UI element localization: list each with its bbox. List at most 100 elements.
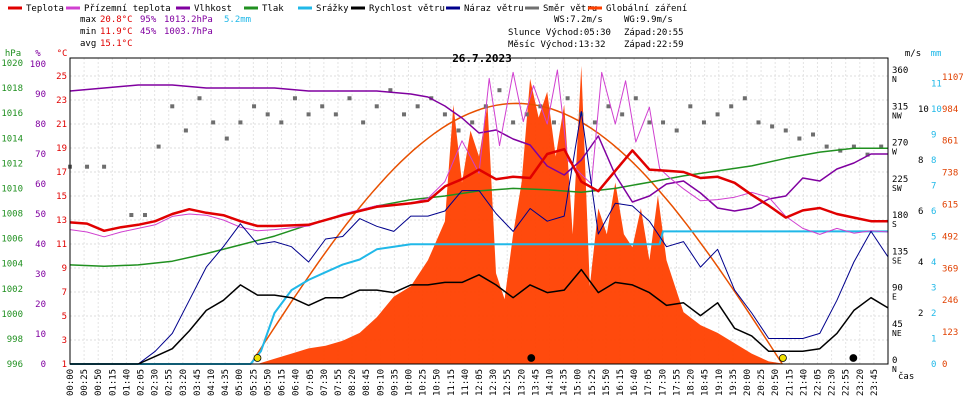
- tick-label-x: 00:00: [66, 369, 76, 396]
- tick-label-direction: 90: [892, 284, 903, 294]
- series-line-teplota: [69, 147, 888, 233]
- tick-label-x: 07:30: [320, 369, 330, 396]
- stats-humidity: 45%: [140, 27, 157, 37]
- tick-label-x: 21:40: [799, 369, 809, 396]
- series-wind-direction-point: [456, 128, 461, 133]
- tick-label-x: 12:55: [503, 369, 513, 396]
- tick-label-x: 17:30: [658, 369, 668, 396]
- series-wind-direction-point: [142, 213, 147, 218]
- tick-label-rain: 9: [931, 131, 936, 141]
- stats-temp: 15.1°C: [100, 39, 133, 49]
- legend-label: Teplota: [26, 4, 64, 14]
- tick-label-x: 20:50: [771, 369, 781, 396]
- tick-label-radiation: 123: [942, 328, 958, 338]
- legend-label: Vlhkost: [194, 4, 232, 14]
- tick-label-hpa: 1000: [1, 310, 23, 320]
- series-wind-direction-point: [565, 96, 570, 101]
- legend-label: Rychlost větru: [369, 4, 445, 14]
- tick-label-x: 14:35: [560, 369, 570, 396]
- tick-label-x: 15:00: [574, 369, 584, 396]
- series-wind-direction-point: [865, 152, 870, 157]
- tick-label-direction: 0: [892, 356, 897, 366]
- tick-label-x: 05:00: [235, 369, 245, 396]
- tick-label-x: 02:05: [137, 369, 147, 396]
- series-wind-direction-point: [811, 132, 816, 137]
- tick-label-hpa: 1018: [1, 84, 23, 94]
- tick-label-direction: 225: [892, 175, 908, 185]
- series-wind-direction-point: [797, 136, 802, 141]
- series-wind-direction-point: [388, 88, 393, 93]
- tick-label-x: 09:10: [376, 369, 386, 396]
- tick-label-x: 13:45: [531, 369, 541, 396]
- series-wind-direction-point: [661, 120, 666, 125]
- tick-label-humidity: 10: [35, 330, 46, 340]
- info-sun-rise: Slunce Východ:05:30: [508, 28, 611, 38]
- tick-label-radiation: 615: [942, 201, 958, 211]
- tick-label-x: 10:25: [419, 369, 429, 396]
- tick-label-hpa: 996: [7, 360, 23, 370]
- axis-unit-left: hPa: [5, 49, 21, 59]
- legend-label: Srážky: [316, 4, 349, 14]
- axis-label-x: čas: [898, 371, 914, 382]
- tick-label-x: 04:10: [207, 369, 217, 396]
- tick-label-x: 03:45: [193, 369, 203, 396]
- tick-label-x: 02:55: [165, 369, 175, 396]
- series-wind-direction-point: [415, 104, 420, 109]
- tick-label-temp: 21: [56, 120, 67, 130]
- tick-label-x: 19:10: [715, 369, 725, 396]
- tick-label-x: 18:45: [701, 369, 711, 396]
- tick-label-hpa: 1004: [1, 260, 23, 270]
- stats-label: avg: [80, 39, 96, 49]
- tick-label-x: 22:30: [828, 369, 838, 396]
- info-wg: WG:9.9m/s: [624, 15, 673, 25]
- tick-label-rain: 2: [931, 309, 936, 319]
- tick-label-hpa: 998: [7, 335, 23, 345]
- stats-label: max: [80, 15, 97, 25]
- series-wind-direction-point: [879, 144, 884, 149]
- tick-label-x: 00:50: [94, 369, 104, 396]
- marker-moon-set: [849, 354, 858, 362]
- tick-label-x: 10:50: [433, 369, 443, 396]
- tick-label-humidity: 80: [35, 120, 46, 130]
- series-wind-direction-point: [688, 104, 693, 109]
- tick-label-x: 08:20: [348, 369, 358, 396]
- legend-label: Globální záření: [606, 4, 687, 14]
- tick-label-hpa: 1006: [1, 235, 23, 245]
- series-wind-direction-point: [129, 213, 134, 218]
- series-wind-direction-point: [347, 96, 352, 101]
- tick-label-x: 15:25: [588, 369, 598, 396]
- tick-label-humidity: 20: [35, 300, 46, 310]
- info-moon-set: Západ:22:59: [624, 40, 684, 50]
- tick-label-direction-name: NW: [892, 111, 902, 120]
- series-wind-direction-point: [85, 164, 90, 169]
- tick-label-temp: 25: [56, 72, 67, 82]
- tick-label-direction-name: E: [892, 293, 897, 302]
- tick-label-humidity: 0: [41, 360, 46, 370]
- tick-label-x: 06:15: [278, 369, 288, 396]
- axis-unit-left: %: [35, 49, 41, 59]
- series-line-vlhkost: [69, 84, 888, 212]
- series-wind-direction-point: [197, 96, 202, 101]
- series-wind-direction-point: [470, 120, 475, 125]
- tick-label-humidity: 40: [35, 240, 46, 250]
- tick-label-direction-name: N: [892, 365, 897, 374]
- tick-label-x: 23:45: [870, 369, 880, 396]
- tick-label-rain: 7: [931, 182, 936, 192]
- tick-label-x: 15:50: [602, 369, 612, 396]
- series-wind-direction-point: [729, 104, 734, 109]
- legend-label: Náraz větru: [464, 4, 524, 14]
- tick-label-x: 00:25: [80, 369, 90, 396]
- tick-label-rain: 3: [931, 284, 936, 294]
- series-wind-direction-point: [442, 112, 447, 117]
- stats-rain: 5.2mm: [224, 15, 251, 25]
- tick-label-humidity: 100: [30, 60, 46, 70]
- tick-label-x: 14:10: [546, 369, 556, 396]
- tick-label-x: 11:15: [447, 369, 457, 396]
- tick-label-x: 11:40: [461, 369, 471, 396]
- tick-label-direction-name: NE: [892, 329, 902, 338]
- tick-label-x: 09:35: [390, 369, 400, 396]
- tick-label-x: 01:40: [122, 369, 132, 396]
- tick-label-x: 12:30: [489, 369, 499, 396]
- tick-label-rain: 1: [931, 335, 936, 345]
